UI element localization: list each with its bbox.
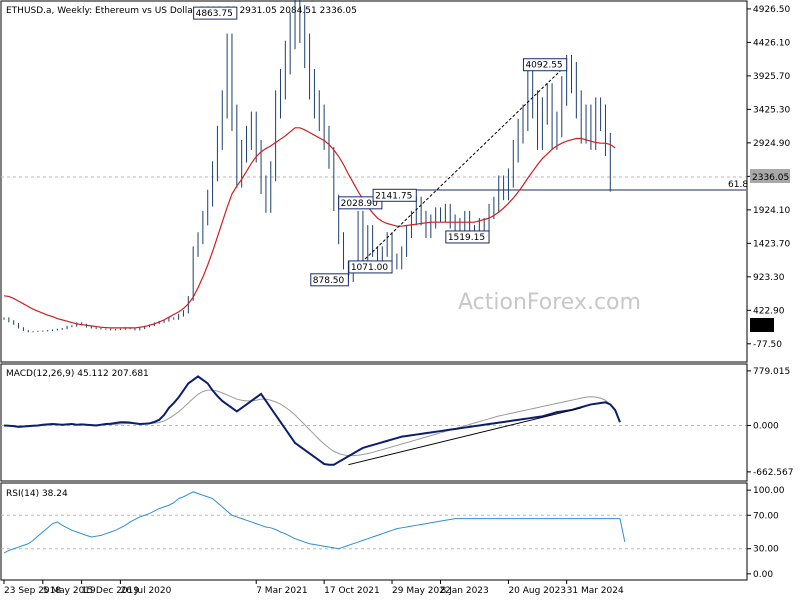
price-tick-label: -77.50 bbox=[753, 340, 782, 350]
price-tick-label: 4926.50 bbox=[753, 5, 790, 15]
callout-label: 1071.00 bbox=[351, 263, 388, 273]
rsi-frame bbox=[0, 482, 748, 581]
x-tick-label: 26 Jul 2020 bbox=[120, 586, 171, 596]
zero-badge bbox=[750, 318, 774, 332]
callout-box bbox=[310, 273, 349, 287]
price-tick-label: 2924.90 bbox=[753, 139, 790, 149]
current-price-badge bbox=[750, 169, 790, 183]
ma-line bbox=[3, 127, 616, 329]
watermark: ActionForex.com bbox=[458, 290, 641, 315]
macd-tick-label: 779.015 bbox=[753, 367, 790, 377]
callout-box bbox=[348, 260, 393, 274]
x-tick-label: 8 Jan 2023 bbox=[441, 586, 489, 596]
zero-badge-text: 0.00 bbox=[752, 322, 772, 332]
callout-label: 4863.75 bbox=[196, 9, 233, 19]
main-header: ETHUSD.a, Weekly: Ethereum vs US Dollar … bbox=[6, 6, 357, 16]
x-tick-label: 29 May 2022 bbox=[392, 586, 451, 596]
rsi-axis: 100.00 70.00 30.00 0.00 bbox=[1, 486, 785, 580]
price-tick-label: 3425.30 bbox=[753, 105, 790, 115]
price-tick-label: 1924.10 bbox=[753, 206, 790, 216]
rsi-tick-label: 100.00 bbox=[753, 486, 785, 496]
callout-label: 1519.15 bbox=[448, 233, 485, 243]
macd-plot bbox=[3, 375, 621, 466]
rsi-tick-label: 0.00 bbox=[753, 570, 773, 580]
fib-label: 61.8 bbox=[728, 180, 748, 190]
macd-panel: MACD(12,26,9) 45.112 207.681 779.015 0.00… bbox=[0, 363, 793, 482]
main-frame bbox=[0, 0, 748, 363]
callout-box bbox=[445, 230, 490, 244]
main-panel: ETHUSD.a, Weekly: Ethereum vs US Dollar … bbox=[0, 0, 790, 363]
rsi-panel: RSI(14) 38.24 100.00 70.00 30.00 0.00 bbox=[0, 482, 785, 581]
macd-tick-label: 0.000 bbox=[753, 421, 779, 431]
rsi-line bbox=[3, 491, 626, 554]
x-tick-label: 31 Mar 2024 bbox=[567, 586, 624, 596]
x-tick-label: 17 Oct 2021 bbox=[324, 586, 380, 596]
x-tick-label: 5 May 2019 bbox=[43, 586, 96, 596]
fib-diagonal bbox=[343, 64, 567, 281]
rsi-plot bbox=[3, 491, 626, 554]
price-tick-label: 923.30 bbox=[753, 273, 785, 283]
x-tick-label: 20 Aug 2023 bbox=[508, 586, 566, 596]
callout-box bbox=[522, 58, 568, 72]
macd-line bbox=[3, 375, 621, 466]
callouts: 4863.75 2028.90 878.50 1071.00 2141.75 1519.1… bbox=[193, 6, 568, 287]
macd-signal-line bbox=[4, 389, 616, 457]
macd-trendline bbox=[348, 407, 582, 466]
price-tick-label: 1423.70 bbox=[753, 239, 790, 249]
macd-header: MACD(12,26,9) 45.112 207.681 bbox=[6, 369, 149, 379]
rsi-header: RSI(14) 38.24 bbox=[6, 489, 68, 499]
macd-frame bbox=[0, 363, 748, 482]
macd-axis: 779.015 0.000 -662.567 bbox=[1, 367, 793, 478]
callout-label: 2028.90 bbox=[341, 199, 378, 209]
x-tick-label: 23 Sep 2018 bbox=[4, 586, 61, 596]
price-tick-label: 3925.70 bbox=[753, 72, 790, 82]
macd-tick-label: -662.567 bbox=[753, 468, 793, 478]
price-plot bbox=[3, 0, 616, 333]
rsi-tick-label: 70.00 bbox=[753, 511, 779, 521]
callout-box bbox=[193, 6, 238, 20]
x-tick-label: 7 Mar 2021 bbox=[256, 586, 307, 596]
price-tick-label: 4426.10 bbox=[753, 38, 790, 48]
callout-label: 4092.55 bbox=[525, 61, 562, 71]
price-tick-label: 422.90 bbox=[753, 306, 785, 316]
current-price-text: 2336.05 bbox=[752, 173, 789, 183]
rsi-tick-label: 30.00 bbox=[753, 545, 779, 555]
callout-label: 2141.75 bbox=[375, 191, 412, 201]
callout-box bbox=[338, 196, 383, 210]
callout-box bbox=[372, 188, 417, 202]
x-tick-label: 15 Dec 2019 bbox=[82, 586, 140, 596]
callout-label: 878.50 bbox=[313, 276, 345, 286]
